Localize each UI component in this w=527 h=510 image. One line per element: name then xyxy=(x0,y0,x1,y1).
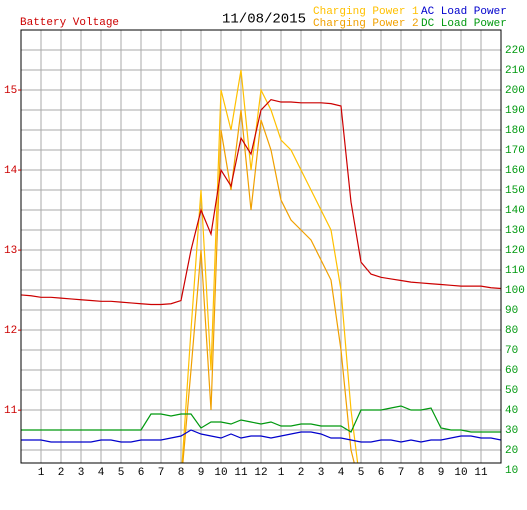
x-tick-label: 10 xyxy=(214,467,227,479)
y2-tick-label: 180 xyxy=(505,125,525,137)
y2-tick-label: 90 xyxy=(505,305,518,317)
y2-tick-label: 130 xyxy=(505,225,525,237)
y2-tick-label: 220 xyxy=(505,45,525,57)
grid xyxy=(21,30,501,463)
y-tick-label: 11 xyxy=(4,405,18,417)
x-tick-label: 12 xyxy=(254,467,267,479)
x-tick-label: 7 xyxy=(158,467,165,479)
y2-tick-label: 30 xyxy=(505,425,518,437)
series-line xyxy=(182,109,355,463)
y-tick-label: 14 xyxy=(4,165,18,177)
x-tick-label: 5 xyxy=(118,467,125,479)
y-tick-label: 15 xyxy=(4,85,17,97)
x-tick-label: 8 xyxy=(418,467,425,479)
y2-tick-label: 110 xyxy=(505,265,525,277)
legend-entry: AC Load Power xyxy=(421,6,507,18)
x-tick-label: 3 xyxy=(78,467,85,479)
x-tick-label: 1 xyxy=(278,467,285,479)
y2-tick-label: 60 xyxy=(505,365,518,377)
y2-tick-label: 120 xyxy=(505,245,525,257)
legend-entry: Charging Power 2 xyxy=(313,18,419,30)
x-tick-label: 9 xyxy=(438,467,445,479)
x-tick-label: 8 xyxy=(178,467,185,479)
y-tick-label: 13 xyxy=(4,245,17,257)
x-tick-label: 5 xyxy=(358,467,365,479)
x-tick-label: 11 xyxy=(234,467,248,479)
x-tick-label: 6 xyxy=(138,467,145,479)
y-tick-label: 12 xyxy=(4,325,17,337)
y2-tick-label: 190 xyxy=(505,105,525,117)
x-tick-label: 3 xyxy=(318,467,325,479)
y2-tick-label: 50 xyxy=(505,385,518,397)
x-tick-label: 4 xyxy=(98,467,105,479)
x-tick-label: 10 xyxy=(454,467,467,479)
x-tick-label: 7 xyxy=(398,467,405,479)
legend-entry: Charging Power 1 xyxy=(313,6,419,18)
y2-tick-label: 40 xyxy=(505,405,518,417)
y2-tick-label: 150 xyxy=(505,185,525,197)
y2-tick-label: 170 xyxy=(505,145,525,157)
series-line xyxy=(181,69,359,463)
x-tick-label: 2 xyxy=(298,467,305,479)
y2-tick-label: 70 xyxy=(505,345,518,357)
x-tick-label: 4 xyxy=(338,467,345,479)
legend-entry: Battery Voltage xyxy=(20,17,119,29)
plot xyxy=(21,69,501,463)
y2-tick-label: 20 xyxy=(505,445,518,457)
series-line xyxy=(21,429,501,443)
x-tick-label: 1 xyxy=(38,467,45,479)
series-line xyxy=(21,405,501,433)
y2-tick-label: 200 xyxy=(505,85,525,97)
x-tick-label: 9 xyxy=(198,467,205,479)
legend-entry: DC Load Power xyxy=(421,18,507,30)
y2-tick-label: 140 xyxy=(505,205,525,217)
x-tick-label: 2 xyxy=(58,467,65,479)
y2-tick-label: 160 xyxy=(505,165,525,177)
y2-tick-label: 100 xyxy=(505,285,525,297)
y2-tick-label: 80 xyxy=(505,325,518,337)
y2-tick-label: 10 xyxy=(505,465,518,477)
plot-frame xyxy=(20,29,502,464)
y2-tick-label: 210 xyxy=(505,65,525,77)
chart-title: 11/08/2015 xyxy=(222,12,306,28)
series-line xyxy=(21,98,501,306)
x-tick-label: 11 xyxy=(474,467,488,479)
x-tick-label: 6 xyxy=(378,467,385,479)
